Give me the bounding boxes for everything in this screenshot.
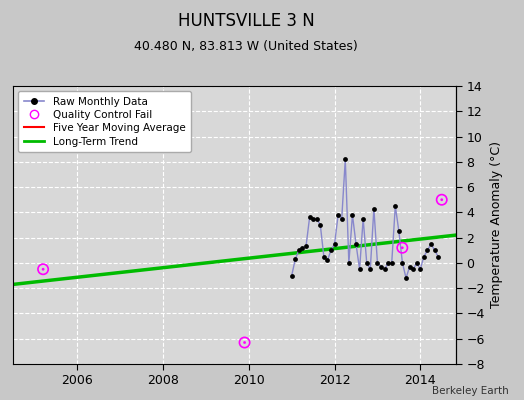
Text: 40.480 N, 83.813 W (United States): 40.480 N, 83.813 W (United States) — [134, 40, 358, 53]
Point — [352, 241, 360, 247]
Legend: Raw Monthly Data, Quality Control Fail, Five Year Moving Average, Long-Term Tren: Raw Monthly Data, Quality Control Fail, … — [18, 91, 191, 152]
Point — [398, 260, 407, 266]
Point — [380, 266, 389, 272]
Point — [341, 156, 350, 162]
Point — [406, 264, 414, 270]
Point — [39, 266, 47, 272]
Point — [366, 266, 375, 272]
Point — [363, 260, 371, 266]
Point — [398, 244, 407, 251]
Point — [288, 272, 296, 279]
Point — [291, 256, 299, 262]
Point — [416, 266, 424, 272]
Point — [323, 257, 332, 264]
Point — [430, 247, 439, 254]
Point — [438, 196, 446, 203]
Point — [309, 216, 318, 222]
Point — [305, 214, 314, 221]
Point — [427, 241, 435, 247]
Point — [423, 247, 432, 254]
Point — [337, 216, 346, 222]
Point — [294, 247, 303, 254]
Point — [384, 260, 392, 266]
Point — [434, 253, 442, 260]
Text: HUNTSVILLE 3 N: HUNTSVILLE 3 N — [178, 12, 314, 30]
Y-axis label: Temperature Anomaly (°C): Temperature Anomaly (°C) — [490, 142, 504, 308]
Point — [327, 247, 335, 254]
Point — [241, 339, 249, 346]
Point — [388, 260, 396, 266]
Point — [331, 241, 339, 247]
Point — [348, 212, 357, 218]
Point — [370, 205, 378, 212]
Point — [39, 266, 47, 272]
Point — [402, 275, 410, 281]
Point — [420, 253, 428, 260]
Point — [409, 266, 417, 272]
Point — [355, 266, 364, 272]
Point — [298, 244, 307, 251]
Point — [359, 216, 367, 222]
Point — [391, 203, 399, 209]
Point — [438, 196, 446, 203]
Point — [373, 260, 381, 266]
Text: Berkeley Earth: Berkeley Earth — [432, 386, 508, 396]
Point — [412, 260, 421, 266]
Point — [241, 339, 249, 346]
Point — [320, 253, 328, 260]
Point — [345, 260, 353, 266]
Point — [312, 216, 321, 222]
Point — [316, 222, 324, 228]
Point — [377, 264, 385, 270]
Point — [398, 244, 407, 251]
Point — [334, 212, 342, 218]
Point — [302, 243, 310, 250]
Point — [395, 228, 403, 234]
